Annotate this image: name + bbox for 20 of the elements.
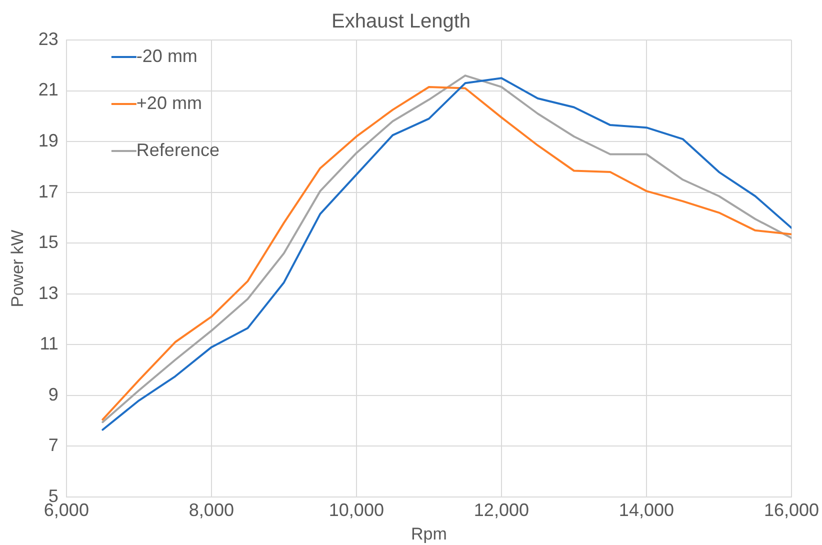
legend-label: +20 mm [136, 92, 202, 113]
legend-label: -20 mm [136, 46, 198, 66]
y-tick-label: 21 [38, 80, 58, 100]
y-tick-label: 15 [38, 232, 58, 252]
x-tick-label: 12,000 [474, 500, 529, 520]
legend-label: Reference [136, 140, 220, 160]
x-axis-title: Rpm [410, 524, 447, 544]
y-tick-label: 23 [38, 28, 58, 49]
x-tick-label: 8,000 [188, 500, 234, 520]
chart-title: Exhaust Length [332, 10, 470, 33]
x-tick-label: 10,000 [328, 500, 384, 520]
y-tick-label: 7 [48, 435, 58, 456]
y-axis-title: Power kW [8, 230, 27, 308]
y-tick-label: 9 [48, 384, 58, 404]
y-tick-label: 19 [38, 130, 58, 151]
y-tick-label: 11 [40, 334, 58, 354]
x-tick-label: 14,000 [618, 500, 674, 520]
y-tick-label: 17 [38, 181, 58, 202]
y-tick-label: 13 [38, 282, 58, 303]
x-tick-label: 16,000 [764, 500, 820, 520]
